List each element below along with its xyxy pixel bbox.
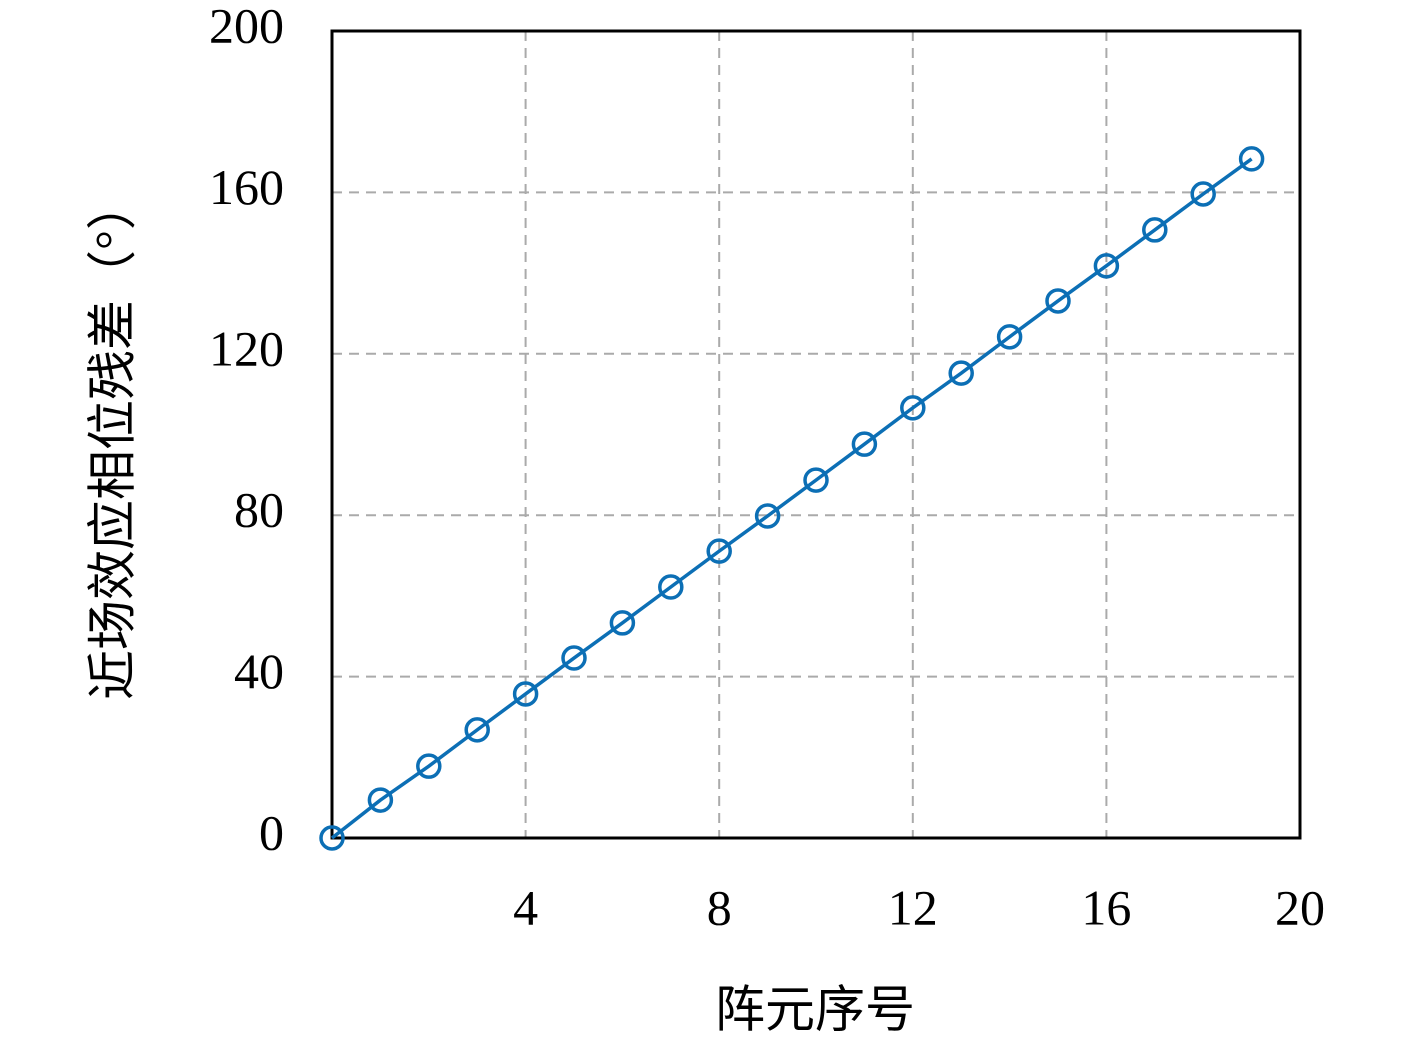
x-axis-label: 阵元序号 <box>715 981 915 1037</box>
data-point <box>367 787 394 813</box>
y-tick-label: 0 <box>259 804 284 860</box>
data-point <box>1142 217 1168 243</box>
data-point <box>1190 181 1216 207</box>
data-point <box>512 681 539 707</box>
x-tick-label: 4 <box>513 879 538 935</box>
data-point <box>900 395 926 421</box>
data-point <box>319 825 345 851</box>
x-tick-label: 12 <box>888 879 938 935</box>
data-point <box>658 574 684 600</box>
data-point <box>1045 288 1071 314</box>
plot-frame <box>330 29 1302 840</box>
y-tick-label: 40 <box>234 643 284 699</box>
y-axis-label: 近场效应相位残差（°） <box>84 180 140 700</box>
y-tick-label: 200 <box>209 0 284 53</box>
data-point <box>948 360 974 386</box>
x-tick-label: 8 <box>707 879 732 935</box>
y-tick-label: 160 <box>209 159 284 215</box>
data-point <box>1093 253 1120 279</box>
data-point <box>706 538 732 564</box>
x-tick-label: 16 <box>1081 879 1131 935</box>
data-point <box>996 324 1023 350</box>
data-point <box>416 753 442 779</box>
data-point <box>609 610 636 636</box>
data-point <box>851 431 878 457</box>
data-point <box>754 503 781 529</box>
data-point <box>464 717 490 743</box>
data-point <box>803 467 829 493</box>
y-tick-label: 80 <box>234 482 284 538</box>
x-tick-label: 20 <box>1275 879 1325 935</box>
data-point <box>1238 146 1265 172</box>
data-point <box>561 645 587 671</box>
y-tick-label: 120 <box>209 320 284 376</box>
